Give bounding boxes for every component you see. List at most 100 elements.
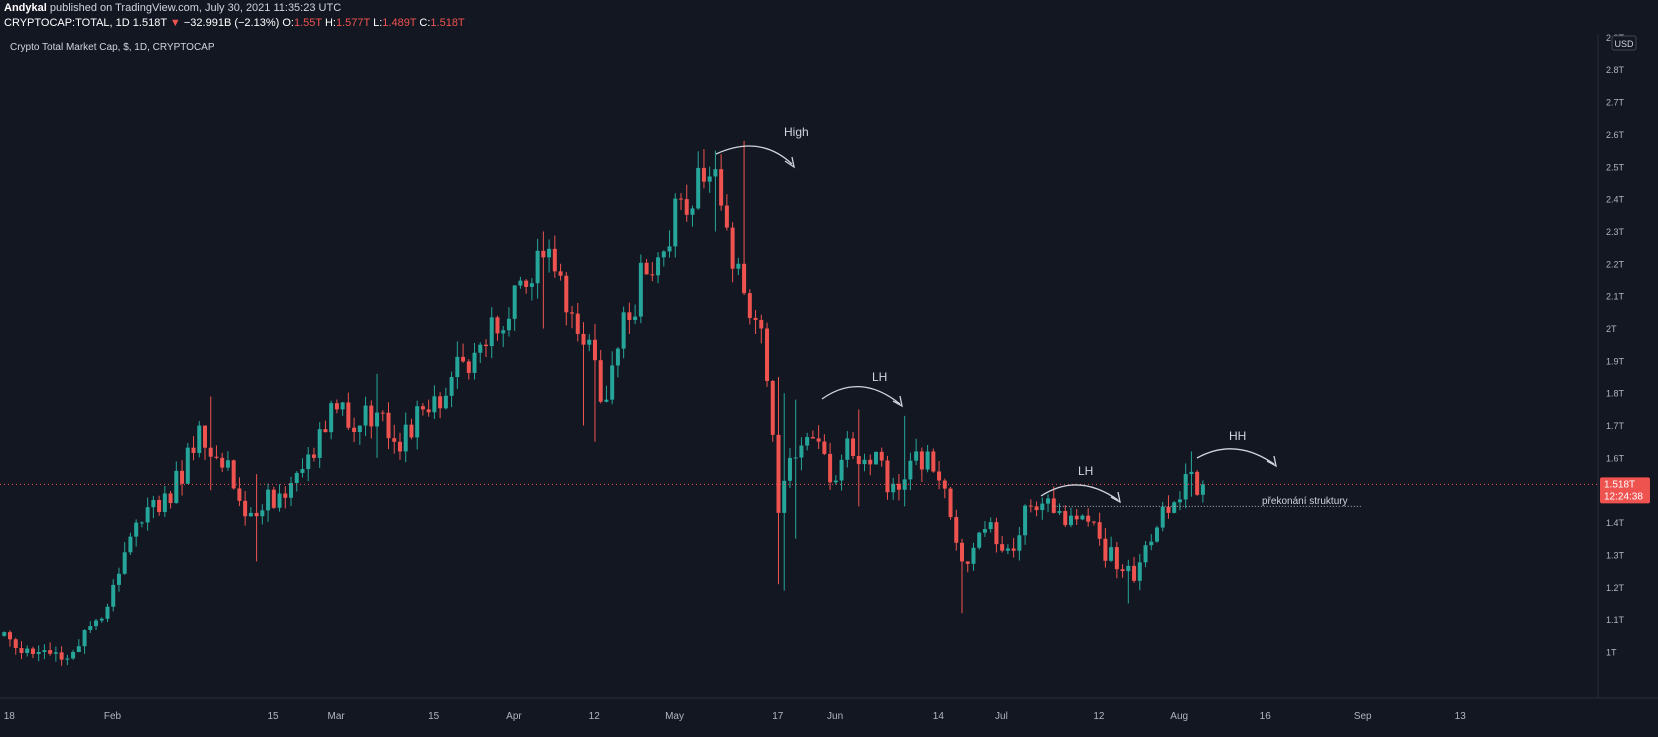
- candle-up: [1023, 505, 1028, 536]
- symbol-label[interactable]: CRYPTOCAP:TOTAL, 1D: [4, 17, 130, 29]
- candle-up: [988, 522, 993, 530]
- x-tick-label: 12: [1093, 711, 1105, 722]
- candle-down: [931, 451, 936, 472]
- x-tick-label: May: [665, 711, 684, 722]
- chart-area[interactable]: High LH LH HH překonání struktury 2.9T2.…: [0, 33, 1658, 732]
- candle-down: [271, 489, 276, 508]
- x-tick-label: 12: [589, 711, 601, 722]
- candle-up: [139, 522, 144, 524]
- candle-down: [208, 447, 213, 457]
- candle-down: [369, 405, 374, 427]
- candle-up: [925, 451, 930, 470]
- candle-down: [810, 437, 815, 439]
- candle-down: [885, 460, 890, 493]
- hh-arc-drawing[interactable]: [1196, 448, 1275, 465]
- candle-up: [306, 454, 311, 470]
- candle-up: [633, 316, 638, 321]
- x-tick-label: Jul: [995, 711, 1008, 722]
- y-tick-label: 1.3T: [1606, 550, 1625, 560]
- candle-down: [13, 639, 18, 649]
- candle-down: [742, 263, 747, 294]
- currency-badge[interactable]: [1611, 35, 1637, 51]
- candle-up: [340, 402, 345, 410]
- chart-title: Crypto Total Market Cap, $, 1D, CRYPTOCA…: [10, 42, 215, 53]
- candle-up: [1172, 502, 1177, 513]
- candle-up: [891, 483, 896, 493]
- candle-up: [690, 208, 695, 215]
- candle-down: [524, 280, 529, 287]
- candle-down: [541, 250, 546, 258]
- candle-down: [352, 427, 357, 433]
- y-tick-label: 1.9T: [1606, 356, 1625, 366]
- candle-down: [1000, 544, 1005, 551]
- candle-down: [684, 199, 689, 215]
- candle-down: [243, 500, 248, 517]
- annotation-lh-1[interactable]: LH: [872, 370, 887, 384]
- annotation-lh-2[interactable]: LH: [1078, 464, 1093, 478]
- candle-down: [581, 333, 586, 345]
- candle-down: [8, 632, 12, 640]
- candle-up: [403, 424, 408, 452]
- candle-up: [260, 510, 265, 517]
- candle-up: [587, 339, 592, 345]
- y-tick-label: 2.2T: [1606, 259, 1625, 269]
- candle-up: [501, 330, 506, 334]
- candle-up: [1080, 515, 1085, 520]
- candlestick-chart[interactable]: High LH LH HH překonání struktury 2.9T2.…: [0, 33, 1658, 732]
- candle-up: [506, 318, 511, 331]
- candle-down: [386, 412, 391, 439]
- candle-up: [707, 176, 712, 182]
- candle-down: [747, 293, 752, 318]
- candle-down: [1103, 538, 1108, 561]
- candle-down: [558, 271, 563, 276]
- candle-up: [977, 532, 982, 548]
- candle-up: [782, 480, 787, 513]
- down-arrow-icon: ▼: [169, 17, 181, 29]
- candle-up: [122, 552, 127, 574]
- x-tick-label: Mar: [328, 711, 346, 722]
- candle-down: [770, 381, 775, 435]
- x-tick-label: 18: [4, 711, 16, 722]
- author-name[interactable]: Andykal: [4, 2, 47, 14]
- candle-up: [42, 650, 47, 652]
- lh2-arc-arrow-icon: [1110, 491, 1121, 504]
- high-value: 1.577T: [335, 17, 371, 29]
- candle-up: [1183, 474, 1188, 500]
- x-tick-label: Aug: [1170, 711, 1188, 722]
- candle-up: [111, 584, 116, 607]
- candle-down: [1074, 515, 1079, 520]
- time-axis[interactable]: 18 Feb 15 Mar 15 Apr 12 May 17 Jun 14 Jul 12 Aug 16 Sep…: [4, 711, 1467, 722]
- candle-up: [1160, 506, 1165, 528]
- y-tick-label: 1.8T: [1606, 389, 1625, 399]
- candle-up: [862, 459, 867, 465]
- candle-up: [329, 403, 334, 433]
- candle-down: [323, 429, 328, 433]
- candle-up: [845, 438, 850, 460]
- candle-up: [472, 352, 477, 373]
- candle-up: [547, 248, 552, 258]
- candle-up: [277, 493, 282, 508]
- y-tick-label: 2.7T: [1606, 98, 1625, 108]
- drawings-layer: High LH LH HH překonání struktury: [715, 125, 1348, 507]
- candle-down: [851, 438, 856, 456]
- candle-up: [661, 251, 666, 258]
- annotation-high[interactable]: High: [784, 125, 809, 139]
- candle-down: [484, 344, 489, 347]
- annotation-structure-break[interactable]: překonání struktury: [1262, 496, 1348, 507]
- candle-up: [185, 447, 190, 484]
- candle-up: [1177, 499, 1182, 503]
- candle-up: [713, 169, 718, 177]
- lh2-arc-drawing[interactable]: [1040, 484, 1119, 501]
- y-tick-label: 1.1T: [1606, 615, 1625, 625]
- candle-up: [873, 451, 878, 465]
- candle-down: [495, 317, 500, 334]
- candle-up: [225, 460, 230, 468]
- candle-down: [552, 248, 557, 272]
- candle-up: [673, 198, 678, 247]
- candle-up: [151, 499, 156, 508]
- candle-down: [776, 434, 781, 513]
- candle-down: [1120, 569, 1125, 572]
- annotation-hh[interactable]: HH: [1229, 429, 1246, 443]
- lh1-arc-drawing[interactable]: [821, 386, 901, 405]
- high-arc-drawing[interactable]: [715, 145, 793, 165]
